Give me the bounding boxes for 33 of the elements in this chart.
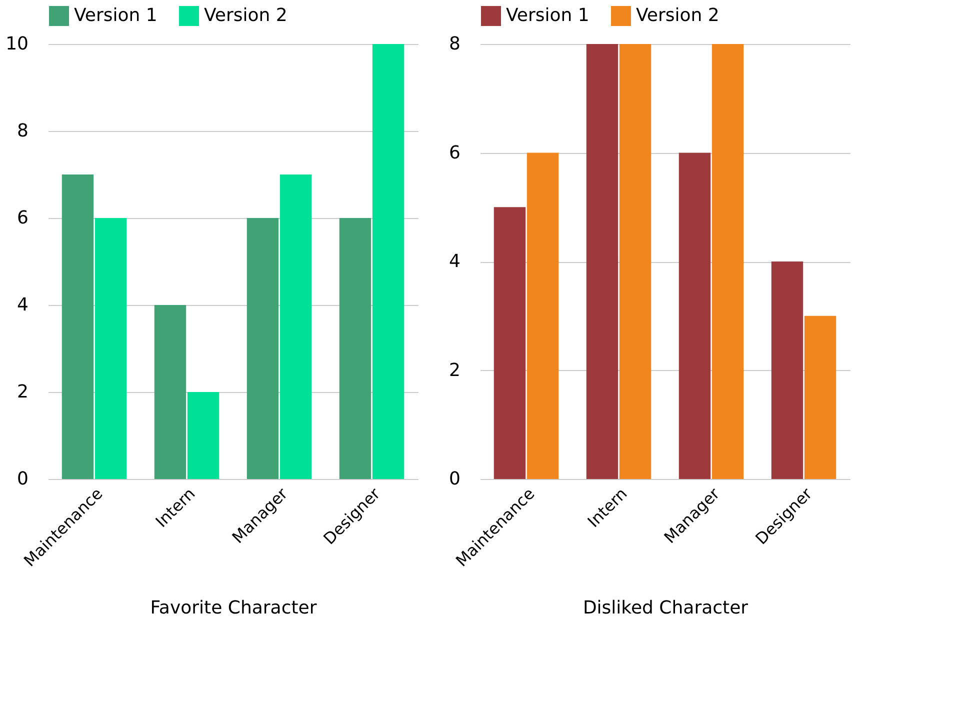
bar (187, 392, 220, 479)
legend-label: Version 2 (636, 5, 720, 26)
y-tick-label: 10 (6, 34, 28, 54)
bar (154, 305, 186, 479)
bar (586, 44, 618, 479)
bar (678, 152, 711, 479)
legend-label: Version 1 (74, 5, 158, 26)
legend-label: Version 2 (204, 5, 288, 26)
bar (804, 316, 836, 479)
x-axis-title: Favorite Character (150, 598, 318, 619)
y-tick-label: 2 (17, 382, 28, 402)
y-tick-label: 0 (17, 468, 28, 490)
legend-label: Version 1 (506, 5, 590, 26)
y-tick-label: 8 (17, 120, 28, 142)
bar (494, 207, 526, 479)
bar (372, 44, 404, 479)
y-tick-label: 6 (449, 142, 460, 164)
y-tick-label: 6 (17, 208, 28, 228)
y-tick-label: 2 (449, 360, 460, 381)
y-tick-label: 8 (449, 34, 460, 54)
bar (339, 218, 372, 479)
bar (619, 44, 652, 479)
bar (62, 174, 94, 479)
bar (246, 218, 279, 479)
bar (94, 218, 127, 479)
y-tick-label: 0 (449, 468, 460, 490)
bar (712, 44, 744, 479)
bar (771, 262, 804, 479)
bar (280, 174, 312, 479)
x-axis-title: Disliked Character (582, 598, 749, 619)
bar (526, 152, 559, 479)
y-tick-label: 4 (449, 251, 460, 272)
y-tick-label: 4 (17, 294, 28, 316)
